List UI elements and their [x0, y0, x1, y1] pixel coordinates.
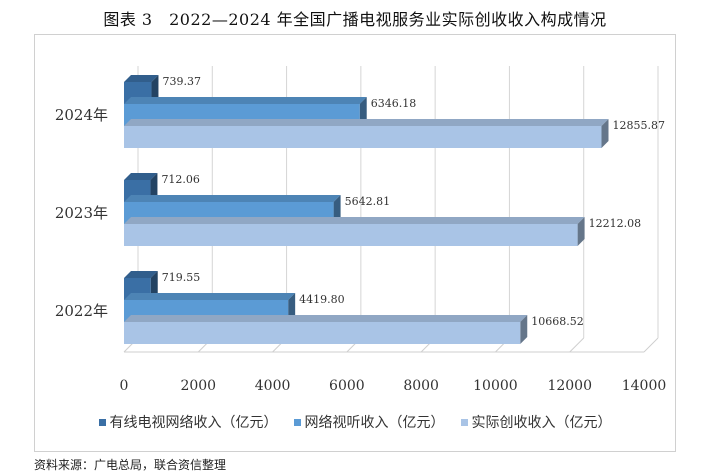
data-label: 739.37 — [162, 75, 201, 88]
bar-top-face — [124, 173, 158, 180]
chart-legend: 有线电视网络收入（亿元） 网络视听收入（亿元） 实际创收收入（亿元） — [34, 412, 676, 432]
data-label: 5642.81 — [345, 195, 391, 208]
bar-side-face — [333, 195, 341, 224]
bar-side-face — [151, 75, 159, 104]
x-tick-label: 8000 — [403, 378, 439, 394]
bar-top-face — [124, 293, 296, 300]
x-tick-label: 6000 — [329, 378, 365, 394]
legend-label: 网络视听收入（亿元） — [304, 415, 445, 431]
bar-side-face — [150, 173, 158, 202]
chart-frame — [34, 34, 676, 452]
bar-side-face — [359, 97, 367, 126]
gridline-depth — [569, 337, 585, 353]
bar-side-face — [577, 217, 585, 246]
data-label: 712.06 — [161, 173, 200, 186]
data-label: 12855.87 — [613, 119, 666, 132]
legend-label: 有线电视网络收入（亿元） — [109, 415, 278, 431]
bar-side-face — [520, 315, 528, 344]
data-label: 719.55 — [162, 271, 201, 284]
bar-side-face — [288, 293, 296, 322]
bar-side-face — [150, 271, 158, 300]
x-tick-label: 4000 — [255, 378, 291, 394]
bar — [124, 126, 602, 148]
legend-label: 实际创收收入（亿元） — [471, 415, 612, 431]
legend-swatch — [98, 418, 106, 426]
data-label: 12212.08 — [589, 217, 642, 230]
x-tick-label: 12000 — [547, 378, 592, 394]
x-tick-label: 14000 — [622, 378, 667, 394]
x-tick-label: 0 — [120, 378, 129, 394]
bar — [124, 224, 578, 246]
legend-item: 网络视听收入（亿元） — [293, 412, 445, 432]
bar-top-face — [124, 271, 158, 278]
bar-top-face — [124, 217, 585, 224]
data-label: 10668.52 — [531, 315, 584, 328]
data-label: 6346.18 — [371, 97, 417, 110]
bar — [124, 322, 521, 344]
chart-title: 图表 3 2022—2024 年全国广播电视服务业实际创收收入构成情况 — [103, 10, 607, 29]
x-tick-label: 10000 — [473, 378, 518, 394]
bar-top-face — [124, 75, 159, 82]
legend-item: 有线电视网络收入（亿元） — [98, 412, 278, 432]
x-tick-label: 2000 — [180, 378, 216, 394]
bar-top-face — [124, 97, 367, 104]
bar-top-face — [124, 119, 609, 126]
legend-item: 实际创收收入（亿元） — [460, 412, 612, 432]
bar-side-face — [601, 119, 609, 148]
y-category-label: 2022年 — [55, 302, 108, 320]
bar-top-face — [124, 315, 528, 322]
legend-swatch — [293, 418, 301, 426]
legend-swatch — [460, 418, 468, 426]
source-note: 资料来源：广电总局，联合资信整理 — [34, 458, 227, 472]
gridline-depth — [643, 337, 659, 353]
y-category-label: 2024年 — [55, 106, 108, 124]
bar-top-face — [124, 195, 341, 202]
y-category-label: 2023年 — [55, 204, 108, 222]
data-label: 4419.80 — [299, 293, 345, 306]
